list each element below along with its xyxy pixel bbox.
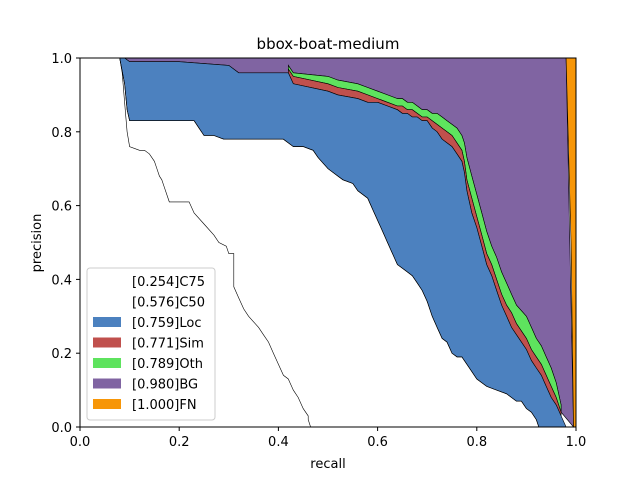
series-line-c75	[119, 57, 311, 428]
y-tick-label: 0.8	[51, 126, 72, 141]
legend-label: [0.771]Sim	[132, 337, 204, 352]
x-tick-label: 0.0	[70, 435, 91, 450]
legend-label: [1.000]FN	[132, 398, 197, 413]
axes: 0.0 0.2 0.4 0.6 0.8 1.0 0.0 0.2 0.4 0.6 0.8 1.0	[51, 52, 586, 450]
legend-label: [0.576]C50	[132, 296, 205, 311]
legend-label: [0.759]Loc	[132, 316, 201, 331]
legend-label: [0.980]BG	[132, 378, 198, 393]
x-tick-label: 1.0	[566, 435, 587, 450]
legend: [0.254]C75 [0.576]C50 [0.759]Loc [0.771]Sim…	[86, 267, 216, 421]
axes-frame	[79, 57, 577, 428]
x-tick-label: 0.6	[367, 435, 388, 450]
legend-swatch	[93, 378, 121, 389]
x-tick-label: 0.8	[466, 435, 487, 450]
y-tick-label: 1.0	[51, 52, 72, 67]
y-tick-label: 0.4	[51, 273, 72, 288]
legend-swatch	[93, 399, 121, 409]
chart-title: bbox-boat-medium	[257, 35, 400, 53]
y-tick-label: 0.0	[51, 421, 72, 436]
legend-swatch	[93, 317, 121, 327]
legend-label: [0.254]C75	[132, 275, 205, 290]
plot-area	[119, 57, 577, 428]
legend-label: [0.789]Oth	[132, 357, 203, 372]
y-tick-label: 0.6	[51, 200, 72, 215]
y-tick-label: 0.2	[51, 347, 72, 362]
x-axis-label: recall	[310, 457, 345, 472]
x-tick-label: 0.2	[169, 435, 190, 450]
y-axis-label: precision	[30, 214, 45, 273]
series-line-c50	[119, 57, 540, 428]
x-tick-label: 0.4	[268, 435, 289, 450]
legend-swatch	[93, 358, 121, 368]
legend-swatch	[93, 337, 121, 348]
